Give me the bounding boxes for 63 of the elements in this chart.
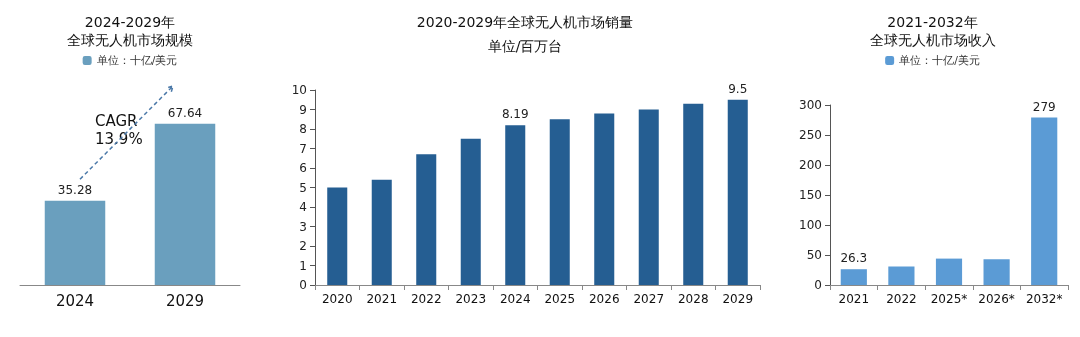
y-tick-label: 2	[299, 239, 307, 253]
x-tick-label: 2025*	[930, 292, 968, 306]
y-tick-label: 3	[299, 219, 307, 234]
x-tick-label: 2026	[588, 292, 620, 306]
y-tick-label: 4	[299, 200, 307, 214]
y-tick-label: 200	[799, 158, 822, 172]
chart-title: 2024-2029年全球无人机市场规模	[67, 14, 193, 48]
y-tick-label: 6	[299, 161, 307, 175]
chart-subtitle: 单位/百万台	[487, 38, 563, 54]
bar	[416, 154, 437, 285]
bar	[460, 138, 481, 285]
y-tick-label: 250	[799, 128, 822, 142]
y-tick-label: 8	[299, 122, 307, 136]
chart-title: 2021-2032年全球无人机市场收入	[869, 14, 996, 48]
bar	[727, 99, 748, 285]
data-label: 67.64	[167, 105, 203, 120]
bar	[371, 179, 392, 285]
bar	[888, 266, 915, 285]
x-tick-label: 2027	[633, 292, 665, 306]
x-tick-label: 2032*	[1025, 292, 1063, 306]
bar	[327, 187, 348, 285]
bar	[638, 109, 659, 285]
y-tick-label: 9	[299, 102, 307, 117]
bar	[935, 258, 963, 285]
bar	[683, 103, 704, 285]
x-tick-label: 2022	[410, 292, 442, 306]
x-tick-label: 2023	[455, 292, 487, 306]
x-tick-label: 2024	[499, 292, 531, 306]
y-tick-label: 0	[299, 278, 307, 292]
x-tick-label: 2029	[722, 292, 754, 306]
x-tick-label: 2020	[321, 292, 353, 306]
y-tick-label: 5	[299, 180, 307, 195]
x-tick-label: 2021	[838, 292, 870, 306]
bar	[505, 125, 526, 285]
legend-label: 单位：十亿/美元	[899, 54, 980, 67]
y-tick-label: 50	[806, 248, 822, 262]
data-label: 26.3	[840, 251, 868, 266]
bar	[983, 259, 1010, 285]
y-tick-label: 300	[799, 98, 822, 112]
x-tick-label: 2024	[55, 291, 95, 310]
x-tick-label: 2028	[677, 292, 709, 306]
x-tick-label: 2029	[165, 291, 205, 310]
x-tick-label: 2025	[544, 292, 576, 306]
bar	[594, 113, 615, 285]
y-tick-label: 0	[814, 278, 822, 292]
y-tick-label: 100	[799, 218, 822, 232]
data-label: 35.28	[57, 182, 93, 197]
bar	[549, 119, 570, 285]
bar	[840, 269, 867, 285]
x-tick-label: 2021	[366, 292, 398, 306]
data-label: 279	[1032, 99, 1056, 114]
y-tick-label: 7	[299, 141, 307, 156]
data-label: 9.5	[728, 81, 748, 96]
x-tick-label: 2022	[886, 292, 917, 306]
legend-label: 单位：十亿/美元	[96, 54, 178, 67]
bar	[1031, 117, 1058, 285]
y-tick-label: 1	[299, 258, 307, 273]
data-label: 8.19	[501, 107, 529, 122]
y-tick-label: 150	[799, 188, 822, 202]
x-tick-label: 2026*	[978, 292, 1015, 306]
annotation: CAGR 13.9%	[95, 112, 143, 149]
chart-title: 2020-2029年全球无人机市场销量	[416, 14, 634, 30]
y-tick-label: 10	[291, 83, 307, 97]
